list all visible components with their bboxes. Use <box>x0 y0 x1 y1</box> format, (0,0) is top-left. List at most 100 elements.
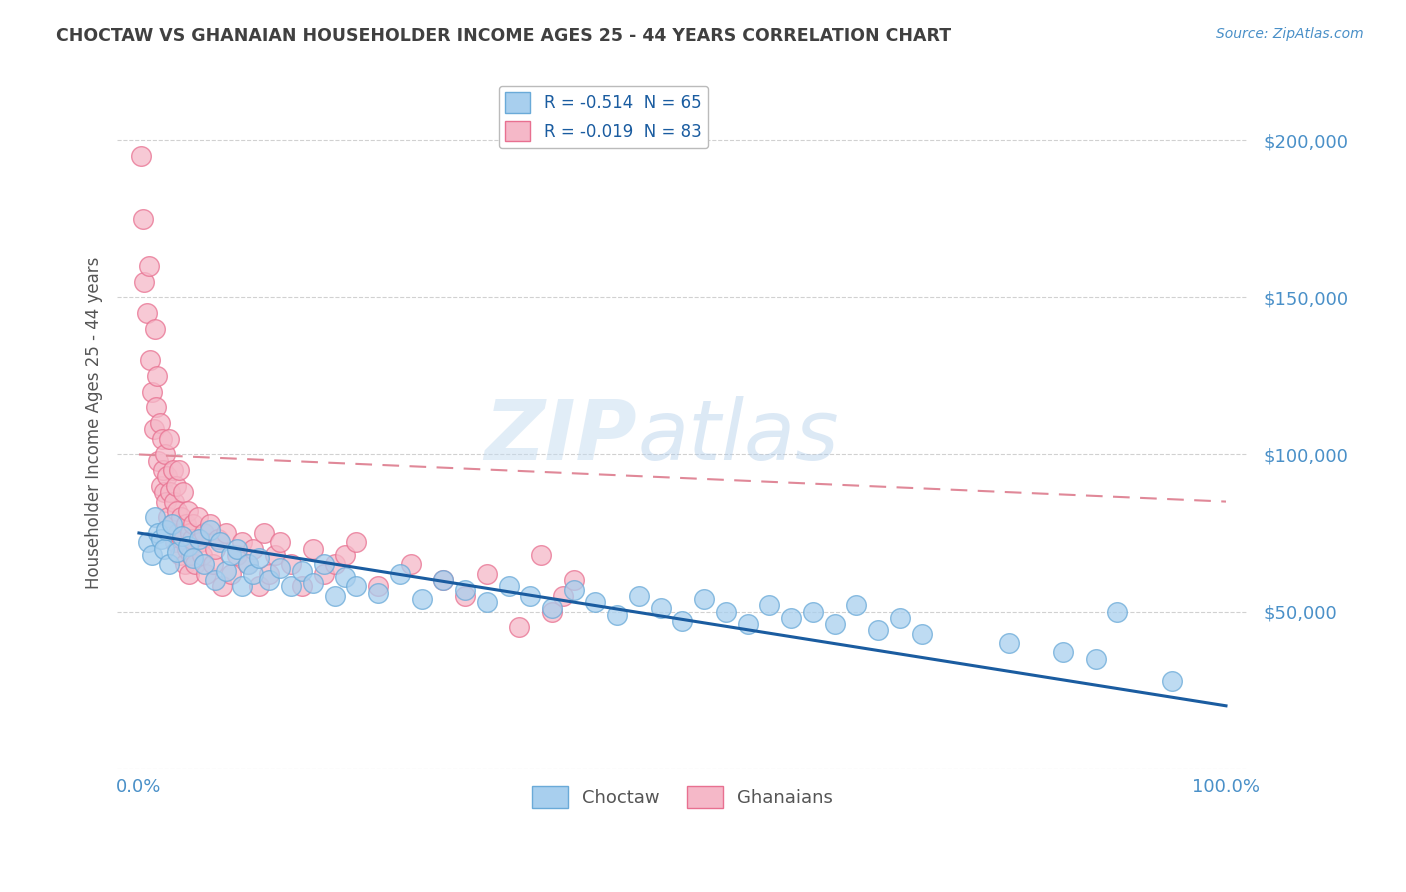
Point <box>454 582 477 597</box>
Point <box>187 510 209 524</box>
Point <box>280 558 302 572</box>
Point <box>181 551 204 566</box>
Point <box>344 535 367 549</box>
Point <box>236 558 259 572</box>
Point <box>173 485 195 500</box>
Point <box>1084 651 1107 665</box>
Point <box>143 322 166 336</box>
Point <box>134 275 156 289</box>
Point <box>541 601 564 615</box>
Point <box>432 573 454 587</box>
Point <box>519 589 541 603</box>
Point <box>1107 605 1129 619</box>
Point <box>475 595 498 609</box>
Point <box>132 211 155 226</box>
Point <box>160 516 183 531</box>
Point <box>269 535 291 549</box>
Point <box>388 566 411 581</box>
Point <box>221 566 243 581</box>
Point <box>177 539 200 553</box>
Point <box>204 541 226 556</box>
Point <box>160 516 183 531</box>
Point <box>221 548 243 562</box>
Point <box>845 599 868 613</box>
Point <box>367 579 389 593</box>
Point <box>737 617 759 632</box>
Point <box>1160 673 1182 688</box>
Point <box>163 494 186 508</box>
Point <box>302 541 325 556</box>
Point <box>136 535 159 549</box>
Point <box>153 447 176 461</box>
Point <box>1052 645 1074 659</box>
Point <box>153 541 176 556</box>
Text: Source: ZipAtlas.com: Source: ZipAtlas.com <box>1216 27 1364 41</box>
Point <box>173 558 195 572</box>
Point <box>432 573 454 587</box>
Point <box>149 416 172 430</box>
Point <box>335 548 357 562</box>
Point <box>148 526 170 541</box>
Point <box>231 579 253 593</box>
Point <box>508 620 530 634</box>
Text: ZIP: ZIP <box>485 396 637 477</box>
Point <box>179 526 201 541</box>
Point <box>169 548 191 562</box>
Point <box>541 605 564 619</box>
Point <box>167 463 190 477</box>
Point <box>551 589 574 603</box>
Point <box>172 533 194 547</box>
Point <box>280 579 302 593</box>
Point <box>184 558 207 572</box>
Point <box>193 526 215 541</box>
Point <box>312 566 335 581</box>
Point <box>141 384 163 399</box>
Point <box>242 541 264 556</box>
Point <box>323 589 346 603</box>
Point <box>163 535 186 549</box>
Point <box>253 526 276 541</box>
Point <box>155 523 177 537</box>
Point <box>187 533 209 547</box>
Point <box>207 533 229 547</box>
Point <box>155 494 177 508</box>
Text: atlas: atlas <box>637 396 839 477</box>
Point <box>180 548 202 562</box>
Point <box>198 516 221 531</box>
Point <box>693 592 716 607</box>
Point <box>162 463 184 477</box>
Legend: Choctaw, Ghanaians: Choctaw, Ghanaians <box>524 779 841 815</box>
Point <box>868 624 890 638</box>
Point <box>141 548 163 562</box>
Point <box>129 149 152 163</box>
Point <box>170 510 193 524</box>
Point <box>562 582 585 597</box>
Point <box>166 545 188 559</box>
Point <box>215 564 238 578</box>
Point <box>671 614 693 628</box>
Point <box>177 504 200 518</box>
Point <box>758 599 780 613</box>
Point <box>135 306 157 320</box>
Point <box>399 558 422 572</box>
Point <box>156 469 179 483</box>
Point <box>157 432 180 446</box>
Point <box>176 541 198 556</box>
Point <box>177 566 200 581</box>
Point <box>181 533 204 547</box>
Point <box>475 566 498 581</box>
Point <box>201 558 224 572</box>
Point <box>167 526 190 541</box>
Point <box>225 541 247 556</box>
Point <box>139 353 162 368</box>
Point <box>153 485 176 500</box>
Point <box>367 585 389 599</box>
Point <box>585 595 607 609</box>
Point <box>152 463 174 477</box>
Point <box>138 259 160 273</box>
Point <box>165 479 187 493</box>
Point <box>242 566 264 581</box>
Point <box>236 558 259 572</box>
Point <box>627 589 650 603</box>
Point <box>562 573 585 587</box>
